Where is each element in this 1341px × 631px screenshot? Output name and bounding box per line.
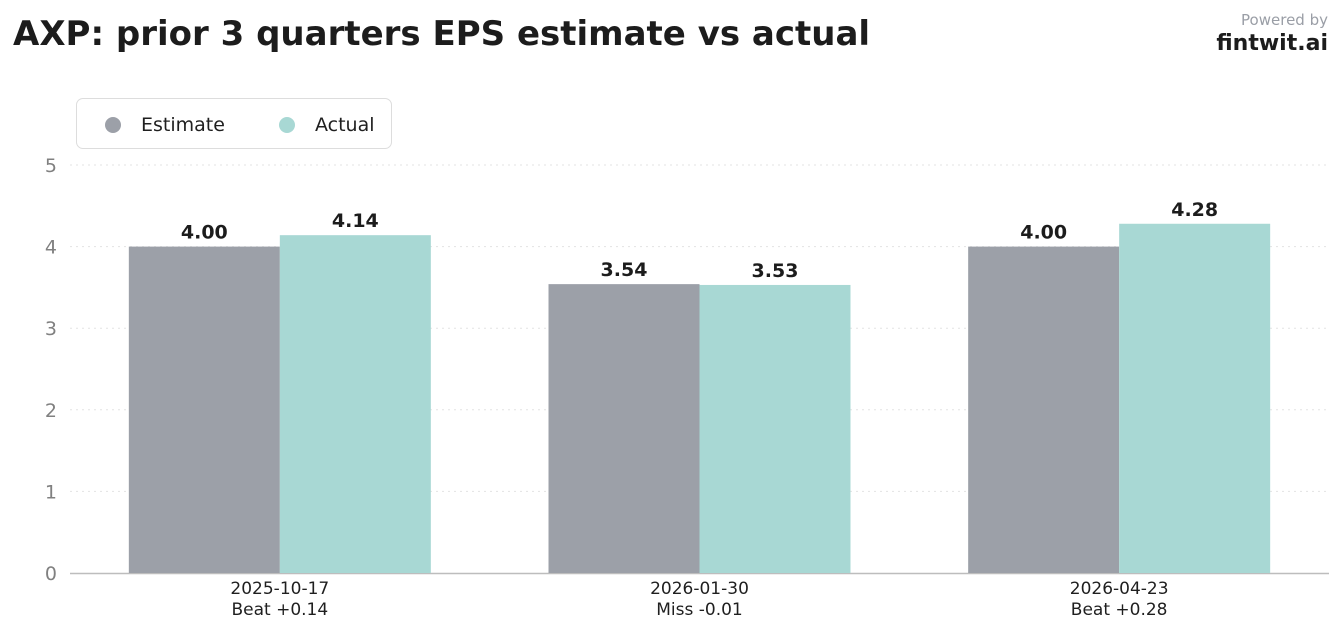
brand-block: Powered by fintwit.ai bbox=[1216, 11, 1328, 56]
x-tick-sublabel: Miss -0.01 bbox=[656, 600, 743, 620]
x-tick-sublabel: Beat +0.14 bbox=[231, 600, 328, 620]
legend-swatch-estimate bbox=[105, 116, 121, 133]
x-tick-label: 2026-04-23 bbox=[1070, 579, 1169, 599]
y-tick-label: 2 bbox=[45, 400, 57, 422]
legend-item-actual: Actual bbox=[279, 99, 375, 150]
bar-actual bbox=[1119, 223, 1271, 573]
bar-actual bbox=[279, 235, 431, 573]
bar-value-label: 4.00 bbox=[181, 222, 228, 244]
powered-by-label: Powered by bbox=[1241, 11, 1328, 29]
y-tick-label: 1 bbox=[45, 481, 57, 503]
bar-estimate bbox=[548, 284, 700, 573]
y-tick-label: 5 bbox=[45, 155, 57, 177]
bar-actual bbox=[699, 284, 851, 573]
bar-value-label: 4.00 bbox=[1020, 222, 1067, 244]
bar-value-label: 4.28 bbox=[1171, 199, 1218, 221]
legend-item-estimate: Estimate bbox=[105, 99, 225, 150]
y-tick-label: 4 bbox=[45, 237, 57, 259]
legend-swatch-actual bbox=[279, 116, 295, 133]
y-tick-label: 3 bbox=[45, 318, 57, 340]
x-tick-sublabel: Beat +0.28 bbox=[1071, 600, 1168, 620]
chart-legend: Estimate Actual bbox=[76, 98, 392, 149]
bar-value-label: 4.14 bbox=[332, 210, 379, 232]
legend-label-actual: Actual bbox=[315, 113, 375, 136]
x-tick-label: 2026-01-30 bbox=[650, 579, 749, 599]
brand-name: fintwit.ai bbox=[1216, 31, 1328, 56]
bar-value-label: 3.53 bbox=[752, 260, 799, 282]
y-tick-label: 0 bbox=[45, 563, 57, 585]
x-tick-label: 2025-10-17 bbox=[230, 579, 329, 599]
legend-label-estimate: Estimate bbox=[141, 113, 225, 136]
bar-estimate bbox=[128, 246, 280, 573]
bar-value-label: 3.54 bbox=[601, 259, 648, 281]
chart-title: AXP: prior 3 quarters EPS estimate vs ac… bbox=[13, 14, 871, 54]
bar-estimate bbox=[968, 246, 1120, 573]
